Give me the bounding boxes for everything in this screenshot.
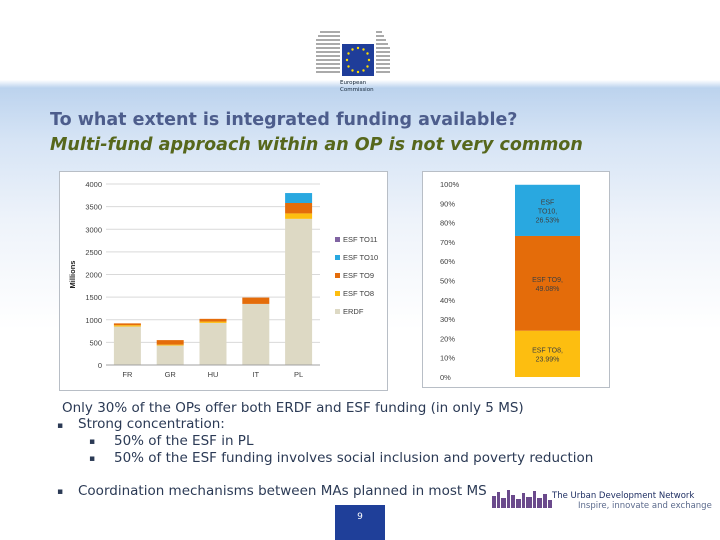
square-bullet-icon: ▪ — [57, 421, 64, 431]
x-tick-label: IT — [252, 370, 259, 379]
network-name: The Urban Development Network — [552, 491, 695, 501]
page-number: 9 — [335, 505, 385, 540]
y-tick-label: 70% — [440, 238, 455, 247]
y-tick-label: 1500 — [85, 293, 102, 302]
data-label-line: ESF — [541, 199, 555, 206]
percent-stacked-chart: 0% 10% 20% 30% 40% 50% 60% 70% 80% 90% 100% ESF TO8… — [422, 171, 610, 388]
data-label: ESF TO8, 23.99% — [532, 347, 563, 363]
sub-bullet-pl: 50% of the ESF in PL — [114, 433, 254, 449]
x-tick-label: GR — [165, 370, 177, 379]
y-tick-label: 3500 — [85, 203, 102, 212]
bar-segment-esf-to8 — [285, 213, 313, 219]
data-label-line: ESF TO9, — [532, 277, 563, 284]
legend-label: ESF TO9 — [343, 271, 374, 280]
y-tick-label: 500 — [89, 338, 102, 347]
x-tick-label: HU — [208, 370, 219, 379]
logo-text: European Commission — [340, 80, 390, 94]
bullet-strong-concentration: Strong concentration: — [78, 416, 225, 432]
legend-swatch — [335, 255, 340, 260]
legend-label: ESF TO10 — [343, 253, 378, 262]
bar-segment-erdf — [242, 303, 270, 365]
square-bullet-icon: ▪ — [57, 487, 64, 497]
slide-title: To what extent is integrated funding ava… — [50, 110, 518, 130]
y-tick-label: 80% — [440, 219, 455, 228]
data-label-line: 23.99% — [536, 356, 560, 363]
y-tick-label: 3000 — [85, 225, 102, 234]
x-tick-label: FR — [122, 370, 133, 379]
y-tick-label: 2000 — [85, 271, 102, 280]
bar-segment-erdf — [113, 326, 141, 365]
bar-segment-erdf — [199, 322, 227, 365]
bar-segment-esf-to9 — [515, 235, 580, 331]
legend-swatch — [335, 273, 340, 278]
bar-segment-esf-to10 — [515, 184, 580, 236]
legend-swatch — [335, 237, 340, 242]
data-label: ESF TO9, 49.08% — [532, 277, 563, 293]
y-tick-label: 10% — [440, 354, 455, 363]
bar-segment-esf-to9 — [242, 297, 270, 304]
summary-line: Only 30% of the OPs offer both ERDF and … — [62, 400, 524, 416]
bullet-coordination: Coordination mechanisms between MAs plan… — [78, 483, 487, 499]
logo-line-1: European — [340, 80, 367, 86]
legend-swatch — [335, 291, 340, 296]
bar-segment-esf-to9 — [285, 203, 313, 214]
slide-subtitle: Multi-fund approach within an OP is not … — [50, 135, 583, 155]
stacked-bar-chart: 0 500 1000 1500 2000 2500 3000 3500 4000 Millions… — [59, 171, 388, 391]
y-tick-label: 1000 — [85, 316, 102, 325]
bar-segment-esf-to10 — [285, 193, 313, 204]
legend-label: ESF TO11 — [343, 235, 378, 244]
sub-bullet-social-inclusion: 50% of the ESF funding involves social i… — [114, 450, 594, 466]
data-label-line: 49.08% — [536, 286, 560, 293]
y-tick-label: 40% — [440, 296, 455, 305]
bar-segment-esf-to9 — [199, 318, 227, 322]
y-tick-label: 100% — [440, 180, 460, 189]
building-icon — [316, 31, 390, 76]
bar-segment-esf-to8 — [113, 325, 141, 327]
y-tick-label: 60% — [440, 257, 455, 266]
bar-segment-esf-to8 — [156, 344, 184, 346]
y-tick-label: 30% — [440, 315, 455, 324]
y-tick-label: 0% — [440, 373, 451, 382]
bar-segment-erdf — [285, 218, 313, 365]
legend-label: ESF TO8 — [343, 289, 374, 298]
data-label: ESF TO10, 26.53% — [536, 199, 560, 224]
y-axis-label: Millions — [68, 261, 77, 289]
data-label-line: 26.53% — [536, 217, 560, 224]
y-tick-label: 90% — [440, 199, 455, 208]
x-tick-label: PL — [294, 370, 303, 379]
square-bullet-icon: ▪ — [89, 454, 96, 464]
square-bullet-icon: ▪ — [89, 437, 96, 447]
european-commission-logo — [314, 10, 392, 100]
y-tick-label: 2500 — [85, 248, 102, 257]
stacked-bar-chart-svg: 0 500 1000 1500 2000 2500 3000 3500 4000 Millions… — [68, 180, 378, 379]
y-tick-label: 0 — [98, 361, 102, 370]
bar-segment-erdf — [156, 345, 184, 365]
y-tick-label: 4000 — [85, 180, 102, 189]
bar-segment-esf-to8 — [515, 330, 580, 377]
bar-segment-esf-to9 — [113, 323, 141, 326]
y-tick-label: 20% — [440, 334, 455, 343]
legend-swatch — [335, 309, 340, 314]
legend-label: ERDF — [343, 307, 364, 316]
bar-segment-esf-to8 — [199, 321, 227, 323]
city-skyline-icon — [492, 490, 552, 508]
logo-line-2: Commission — [340, 87, 374, 93]
network-tagline: Inspire, innovate and exchange — [578, 501, 712, 511]
y-tick-label: 50% — [440, 277, 455, 286]
bar-segment-esf-to9 — [156, 340, 184, 345]
data-label-line: ESF TO8, — [532, 347, 563, 354]
percent-stacked-chart-svg: 0% 10% 20% 30% 40% 50% 60% 70% 80% 90% 100% ESF TO8… — [440, 180, 580, 382]
data-label-line: TO10, — [538, 208, 557, 215]
